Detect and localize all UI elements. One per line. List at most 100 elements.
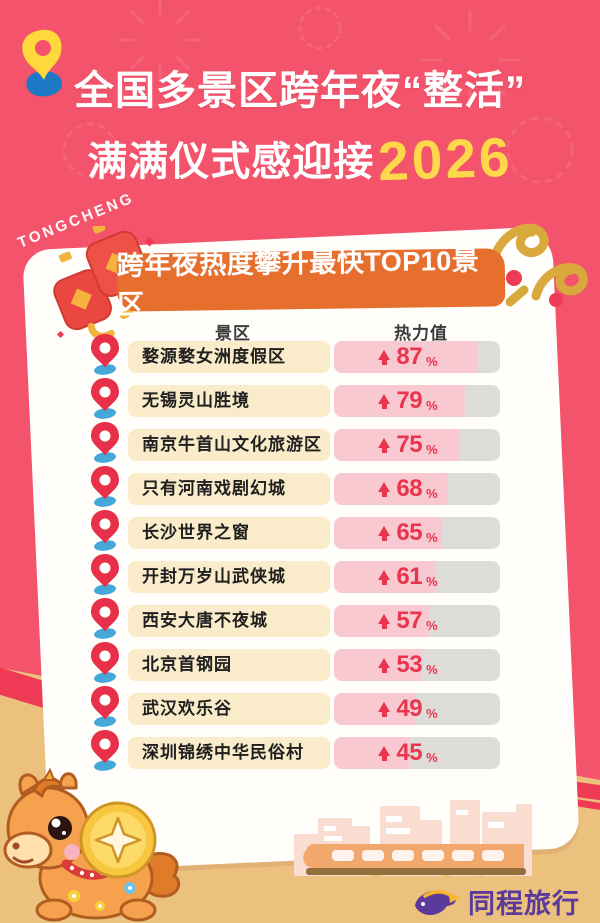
- brand-pin-logo-icon: [22, 29, 63, 97]
- scenic-name: 西安大唐不夜城: [128, 605, 330, 637]
- ranking-row: 深圳锦绣中华民俗村 45%: [88, 729, 512, 771]
- heat-bar-fill: [334, 473, 447, 505]
- heat-bar-fill: [334, 693, 416, 725]
- percent-sign: %: [426, 530, 438, 545]
- location-pin-icon: [91, 597, 119, 639]
- ranking-row: 长沙世界之窗 65%: [88, 509, 512, 551]
- horse-mascot: [3, 767, 181, 922]
- ranking-row: 无锡灵山胜境 79%: [88, 377, 512, 419]
- heat-value: 53: [396, 651, 423, 678]
- up-arrow-icon: [378, 482, 391, 497]
- scenic-name: 深圳锦绣中华民俗村: [128, 737, 330, 769]
- up-arrow-icon: [378, 702, 391, 717]
- ranking-row: 婺源婺女洲度假区 87%: [88, 333, 512, 375]
- location-pin-icon: [91, 377, 119, 419]
- title-year: 2026: [377, 125, 514, 193]
- heat-value-group: 87%: [356, 341, 460, 373]
- location-pin-icon: [91, 421, 119, 463]
- percent-sign: %: [426, 706, 438, 721]
- heat-bar: 68%: [334, 473, 500, 505]
- percent-sign: %: [426, 486, 438, 501]
- scenic-name: 婺源婺女洲度假区: [128, 341, 330, 373]
- heat-value: 79: [396, 387, 423, 414]
- heat-value-group: 65%: [356, 517, 460, 549]
- column-header-scenic: 景区: [215, 324, 251, 343]
- heat-value: 61: [396, 563, 423, 590]
- percent-sign: %: [426, 662, 438, 677]
- heat-bar: 65%: [334, 517, 500, 549]
- up-arrow-icon: [378, 746, 391, 761]
- ranking-row: 北京首钢园 53%: [88, 641, 512, 683]
- ranking-row: 只有河南戏剧幻城 68%: [88, 465, 512, 507]
- up-arrow-icon: [378, 526, 391, 541]
- ranking-row: 南京牛首山文化旅游区 75%: [88, 421, 512, 463]
- location-pin-icon: [91, 553, 119, 595]
- heat-bar-fill: [334, 341, 479, 373]
- poster-title-line2: 满满仪式感迎接2026: [0, 124, 600, 193]
- percent-sign: %: [426, 398, 438, 413]
- heat-bar: 49%: [334, 693, 500, 725]
- ranking-row: 西安大唐不夜城 57%: [88, 597, 512, 639]
- location-pin-icon: [91, 509, 119, 551]
- up-arrow-icon: [378, 394, 391, 409]
- percent-sign: %: [426, 618, 438, 633]
- heat-bar: 87%: [334, 341, 500, 373]
- up-arrow-icon: [378, 570, 391, 585]
- ranking-list: 婺源婺女洲度假区 87% 无锡灵山胜境 79%: [88, 333, 512, 771]
- heat-bar-fill: [334, 385, 466, 417]
- ranking-row: 武汉欢乐谷 49%: [88, 685, 512, 727]
- percent-sign: %: [426, 750, 438, 765]
- up-arrow-icon: [378, 438, 391, 453]
- heat-value-group: 75%: [356, 429, 460, 461]
- heat-bar: 79%: [334, 385, 500, 417]
- percent-sign: %: [426, 442, 438, 457]
- scenic-name: 只有河南戏剧幻城: [128, 473, 330, 505]
- heat-bar: 53%: [334, 649, 500, 681]
- heat-bar: 61%: [334, 561, 500, 593]
- brand-logo: 同程旅行: [411, 882, 580, 921]
- heat-value-group: 49%: [356, 693, 460, 725]
- heat-bar-fill: [334, 737, 409, 769]
- up-arrow-icon: [378, 658, 391, 673]
- location-pin-icon: [91, 641, 119, 683]
- poster-title-line1: 全国多景区跨年夜“整活”: [74, 69, 526, 113]
- heat-bar: 57%: [334, 605, 500, 637]
- heat-value: 45: [396, 739, 423, 766]
- scenic-name: 武汉欢乐谷: [128, 693, 330, 725]
- location-pin-icon: [91, 465, 119, 507]
- heat-value: 75: [396, 431, 423, 458]
- brand-bird-icon: [415, 889, 461, 915]
- heat-value: 57: [396, 607, 423, 634]
- gold-ribbon-icon: [489, 223, 588, 307]
- column-header-heat: 热力值: [394, 324, 448, 343]
- up-arrow-icon: [378, 350, 391, 365]
- scenic-name: 长沙世界之窗: [128, 517, 330, 549]
- brand-name: 同程旅行: [468, 889, 580, 919]
- fireworks-decoration: [62, 0, 574, 184]
- percent-sign: %: [426, 354, 438, 369]
- heat-value-group: 61%: [356, 561, 460, 593]
- heat-bar: 75%: [334, 429, 500, 461]
- scenic-name: 开封万岁山武侠城: [128, 561, 330, 593]
- heat-value-group: 57%: [356, 605, 460, 637]
- ranking-banner-title: 跨年夜热度攀升最快TOP10景区: [117, 246, 506, 320]
- location-pin-icon: [91, 333, 119, 375]
- percent-sign: %: [426, 574, 438, 589]
- heat-value-group: 68%: [356, 473, 460, 505]
- heat-bar: 45%: [334, 737, 500, 769]
- heat-value-group: 53%: [356, 649, 460, 681]
- heat-value: 68: [396, 475, 423, 502]
- heat-value-group: 45%: [356, 737, 460, 769]
- heat-value: 65: [396, 519, 423, 546]
- city-train-illustration: [294, 800, 532, 876]
- location-pin-icon: [91, 685, 119, 727]
- title-line2-text: 满满仪式感迎接: [87, 140, 375, 184]
- heat-value: 49: [396, 695, 423, 722]
- heat-bar-fill: [334, 429, 459, 461]
- up-arrow-icon: [378, 614, 391, 629]
- heat-value-group: 79%: [356, 385, 460, 417]
- ranking-row: 开封万岁山武侠城 61%: [88, 553, 512, 595]
- scenic-name: 无锡灵山胜境: [128, 385, 330, 417]
- scenic-name: 北京首钢园: [128, 649, 330, 681]
